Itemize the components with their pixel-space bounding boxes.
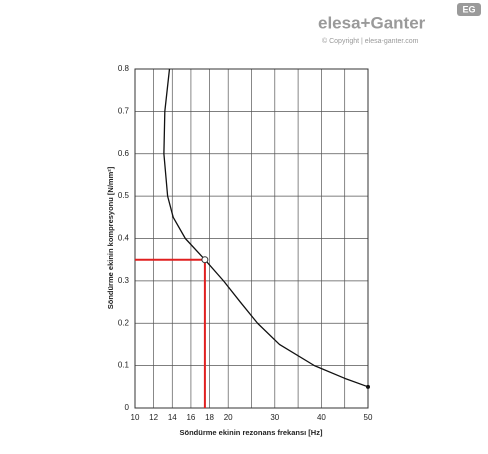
y-tick-label: 0.4: [118, 234, 130, 243]
badge-bg: [457, 3, 481, 16]
plot-frame: [134, 68, 369, 409]
y-tick-label: 0.8: [118, 64, 130, 73]
brand-logo: elesa+Ganter: [318, 13, 426, 32]
x-axis-label: Söndürme ekinin rezonans frekansı [Hz]: [180, 428, 323, 437]
y-tick-label: 0.6: [118, 149, 130, 158]
x-tick-label: 40: [317, 413, 326, 422]
curve: [163, 68, 369, 388]
x-tick-label: 16: [186, 413, 195, 422]
x-tick-label: 12: [149, 413, 158, 422]
badge: EG: [462, 4, 475, 14]
highlight-point: [201, 256, 209, 264]
y-tick-label: 0.1: [118, 361, 130, 370]
y-tick-label: 0: [125, 403, 130, 412]
x-tick-label: 10: [131, 413, 140, 422]
x-tick-label: 30: [270, 413, 279, 422]
copyright: © Copyright | elesa-ganter.com: [322, 37, 419, 45]
x-tick-label: 18: [205, 413, 214, 422]
end-point: [366, 384, 370, 389]
y-axis-label: Söndürme ekinin kompresyonu [N/mm²]: [106, 166, 115, 309]
x-tick-label: 14: [168, 413, 177, 422]
x-tick-label: 50: [364, 413, 373, 422]
y-tick-label: 0.7: [118, 106, 130, 115]
y-tick-label: 0.3: [118, 276, 130, 285]
y-tick-label: 0.2: [118, 318, 130, 327]
highlight-guide: [135, 258, 206, 408]
x-tick-label: 20: [224, 413, 233, 422]
y-tick-label: 0.5: [118, 191, 130, 200]
